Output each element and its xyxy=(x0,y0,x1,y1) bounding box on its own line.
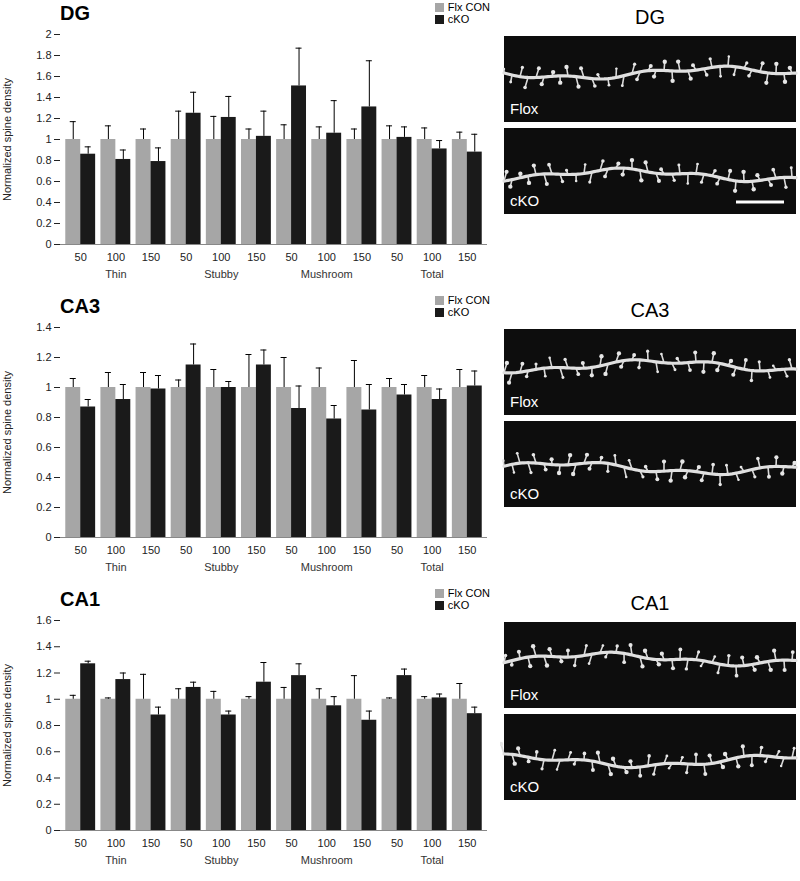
svg-text:Flox: Flox xyxy=(510,686,539,703)
svg-text:Total: Total xyxy=(421,268,444,280)
svg-text:1: 1 xyxy=(45,381,51,393)
svg-text:1.2: 1.2 xyxy=(36,351,51,363)
svg-text:0.8: 0.8 xyxy=(36,719,51,731)
svg-text:0.2: 0.2 xyxy=(36,501,51,513)
svg-text:50: 50 xyxy=(180,251,192,263)
svg-text:Stubby: Stubby xyxy=(204,854,239,866)
svg-text:0: 0 xyxy=(45,238,51,250)
svg-text:150: 150 xyxy=(142,544,160,556)
svg-text:Flox: Flox xyxy=(510,100,539,117)
svg-text:100: 100 xyxy=(423,251,441,263)
svg-text:Mushroom: Mushroom xyxy=(301,268,353,280)
svg-text:1: 1 xyxy=(45,133,51,145)
svg-text:50: 50 xyxy=(285,251,297,263)
svg-text:100: 100 xyxy=(212,251,230,263)
html-text:cKO: cKO xyxy=(447,13,470,25)
svg-text:150: 150 xyxy=(458,251,476,263)
svg-text:1.4: 1.4 xyxy=(36,91,51,103)
svg-text:Normalized spine density: Normalized spine density xyxy=(1,78,13,201)
svg-text:Total: Total xyxy=(421,854,444,866)
svg-text:50: 50 xyxy=(391,544,403,556)
svg-text:0.6: 0.6 xyxy=(36,175,51,187)
svg-text:100: 100 xyxy=(107,544,125,556)
svg-text:100: 100 xyxy=(107,837,125,849)
svg-text:0: 0 xyxy=(45,824,51,836)
svg-text:0: 0 xyxy=(45,531,51,543)
svg-text:0.2: 0.2 xyxy=(36,217,51,229)
svg-text:Flox: Flox xyxy=(510,393,539,410)
svg-text:1.6: 1.6 xyxy=(36,614,51,626)
svg-text:50: 50 xyxy=(180,837,192,849)
svg-text:Normalized spine density: Normalized spine density xyxy=(1,664,13,787)
svg-text:cKO: cKO xyxy=(510,778,539,795)
svg-text:50: 50 xyxy=(75,251,87,263)
svg-text:Thin: Thin xyxy=(105,854,126,866)
svg-text:1: 1 xyxy=(45,693,51,705)
svg-text:100: 100 xyxy=(212,837,230,849)
svg-text:0.4: 0.4 xyxy=(36,196,51,208)
svg-text:100: 100 xyxy=(318,544,336,556)
svg-text:0.2: 0.2 xyxy=(36,798,51,810)
svg-text:2: 2 xyxy=(45,28,51,40)
svg-text:0.4: 0.4 xyxy=(36,772,51,784)
svg-text:100: 100 xyxy=(107,251,125,263)
html-text:Flx CON: Flx CON xyxy=(447,294,490,306)
svg-text:150: 150 xyxy=(353,837,371,849)
svg-text:150: 150 xyxy=(247,544,265,556)
html-text:DG: DG xyxy=(60,1,90,24)
svg-text:CA3: CA3 xyxy=(631,299,670,321)
html-text:CA3: CA3 xyxy=(60,294,100,317)
svg-text:Stubby: Stubby xyxy=(204,268,239,280)
svg-text:150: 150 xyxy=(353,251,371,263)
svg-text:cKO: cKO xyxy=(510,485,539,502)
svg-text:50: 50 xyxy=(285,837,297,849)
html-text:cKO: cKO xyxy=(447,599,470,611)
svg-text:100: 100 xyxy=(318,251,336,263)
svg-text:150: 150 xyxy=(353,544,371,556)
svg-text:Mushroom: Mushroom xyxy=(301,561,353,573)
html-text:CA1: CA1 xyxy=(60,587,100,610)
svg-text:1.4: 1.4 xyxy=(36,321,51,333)
svg-text:1.4: 1.4 xyxy=(36,640,51,652)
svg-text:Normalized spine density: Normalized spine density xyxy=(1,371,13,494)
svg-text:50: 50 xyxy=(180,544,192,556)
svg-text:0.8: 0.8 xyxy=(36,154,51,166)
html-text:Flx CON: Flx CON xyxy=(447,1,490,13)
svg-text:Thin: Thin xyxy=(105,561,126,573)
svg-text:CA1: CA1 xyxy=(631,592,670,614)
svg-text:150: 150 xyxy=(458,544,476,556)
svg-text:50: 50 xyxy=(391,251,403,263)
svg-text:50: 50 xyxy=(75,544,87,556)
svg-text:100: 100 xyxy=(212,544,230,556)
svg-text:0.4: 0.4 xyxy=(36,471,51,483)
svg-text:DG: DG xyxy=(635,6,665,28)
svg-text:1.2: 1.2 xyxy=(36,667,51,679)
svg-text:1.2: 1.2 xyxy=(36,112,51,124)
svg-text:50: 50 xyxy=(285,544,297,556)
svg-text:150: 150 xyxy=(247,251,265,263)
svg-text:Thin: Thin xyxy=(105,268,126,280)
svg-text:50: 50 xyxy=(391,837,403,849)
svg-text:50: 50 xyxy=(75,837,87,849)
svg-text:Mushroom: Mushroom xyxy=(301,854,353,866)
svg-text:0.8: 0.8 xyxy=(36,411,51,423)
svg-text:150: 150 xyxy=(142,837,160,849)
svg-text:Total: Total xyxy=(421,561,444,573)
svg-text:0.6: 0.6 xyxy=(36,441,51,453)
svg-text:150: 150 xyxy=(142,251,160,263)
html-text:Flx CON: Flx CON xyxy=(447,587,490,599)
svg-text:150: 150 xyxy=(458,837,476,849)
svg-text:1.6: 1.6 xyxy=(36,70,51,82)
svg-text:100: 100 xyxy=(423,544,441,556)
svg-text:100: 100 xyxy=(423,837,441,849)
svg-text:150: 150 xyxy=(247,837,265,849)
svg-text:100: 100 xyxy=(318,837,336,849)
svg-text:1.8: 1.8 xyxy=(36,49,51,61)
html-text:cKO: cKO xyxy=(447,306,470,318)
svg-text:cKO: cKO xyxy=(510,192,539,209)
svg-text:Stubby: Stubby xyxy=(204,561,239,573)
svg-text:0.6: 0.6 xyxy=(36,745,51,757)
